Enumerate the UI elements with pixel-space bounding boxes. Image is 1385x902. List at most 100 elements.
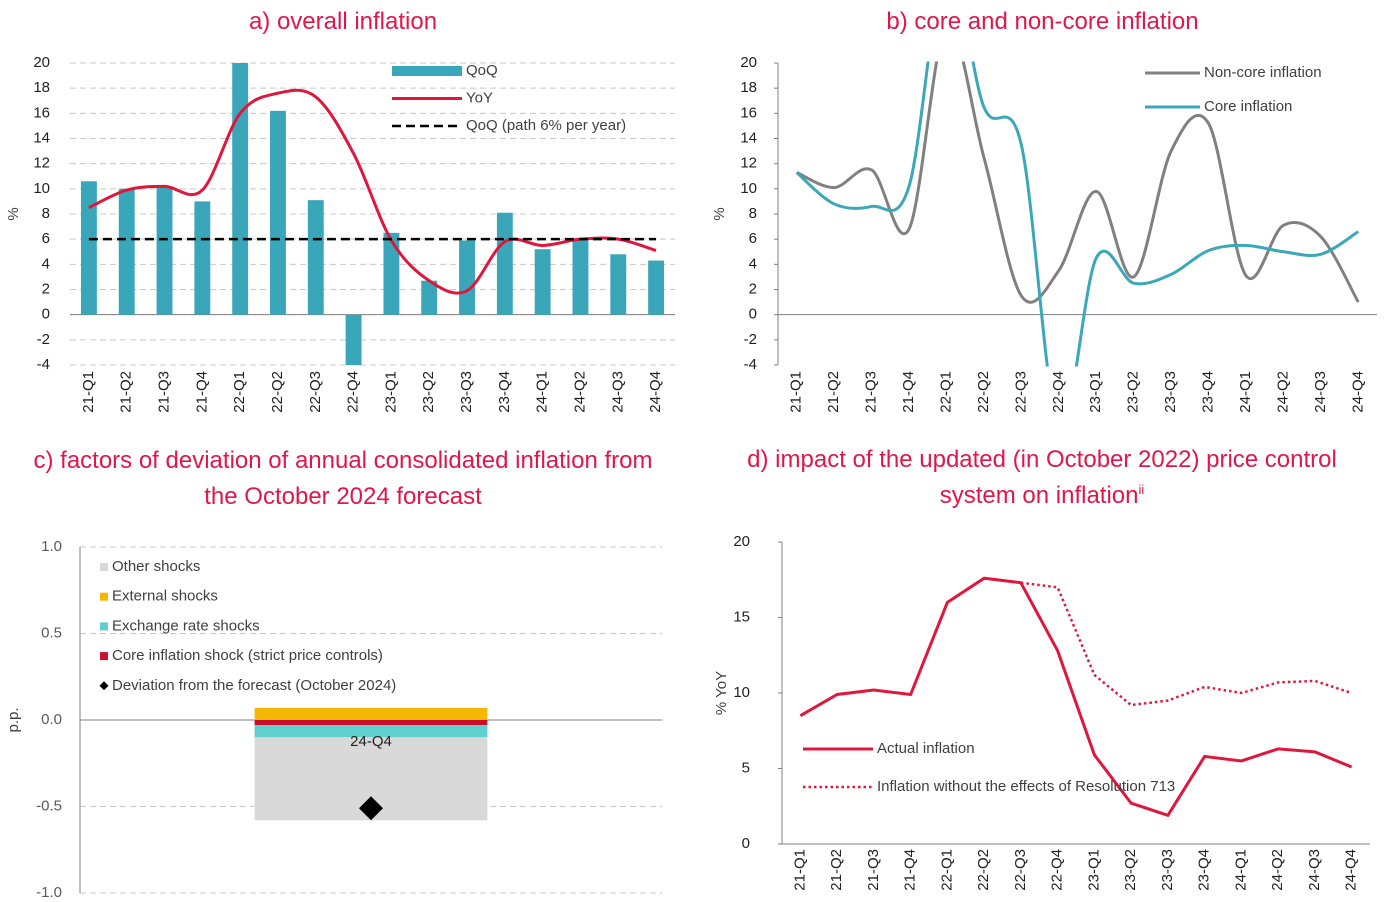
x-tick-label: 22-Q4 (1050, 371, 1067, 413)
x-tick-label: 23-Q3 (1159, 849, 1176, 891)
y-tick-label: 20 (740, 54, 757, 71)
x-tick-label: 24-Q1 (1232, 849, 1249, 891)
legend-swatch (392, 66, 462, 76)
x-tick-label: 22-Q4 (345, 371, 362, 413)
legend: Other shocks External shocks Exchange rate… (99, 558, 396, 694)
x-tick-label: 23-Q1 (1087, 371, 1104, 413)
legend: QoQ YoY QoQ (path 6% per year) (392, 62, 626, 134)
x-tick-label: 21-Q4 (900, 371, 917, 413)
x-tick-label: 24-Q2 (571, 371, 588, 413)
y-tick-label: 8 (42, 205, 50, 222)
x-tick-label: 23-Q2 (1122, 849, 1139, 891)
bar (459, 240, 475, 315)
y-tick-label: 16 (33, 104, 50, 121)
chart-title-box: d) impact of the updated (in October 202… (722, 442, 1362, 514)
x-tick-label: 24-Q4 (1349, 371, 1366, 413)
y-tick-label: 5 (742, 759, 750, 776)
x-tick-label: 24-Q2 (1274, 371, 1291, 413)
y-tick-label: 6 (42, 230, 50, 247)
x-tick-label: 24-Q2 (1269, 849, 1286, 891)
y-tick-label: 6 (749, 230, 757, 247)
x-tick-label: 21-Q4 (193, 371, 210, 413)
x-tick-label: 22-Q4 (1049, 849, 1066, 891)
x-tick-label: 22-Q3 (1012, 371, 1029, 413)
legend-label: Exchange rate shocks (112, 617, 260, 634)
legend-label: External shocks (112, 588, 218, 605)
x-tick-label: 21-Q2 (825, 371, 842, 413)
x-tick-label: 22-Q1 (937, 371, 954, 413)
y-tick-label: 2 (42, 280, 50, 297)
y-tick-label: 20 (733, 533, 750, 550)
x-tick-label: 21-Q1 (788, 371, 805, 413)
plot (80, 63, 665, 365)
legend-swatch (100, 652, 108, 661)
bar (572, 240, 589, 315)
y-tick-label: 1.0 (41, 538, 62, 555)
chart-title: d) impact of the updated (in October 202… (747, 446, 1337, 509)
bar (496, 212, 513, 315)
x-tick-label: 23-Q1 (1085, 849, 1102, 891)
legend-label: Core inflation (1204, 98, 1292, 115)
plot (795, 61, 1360, 367)
x-tick-label: 21-Q1 (791, 849, 808, 891)
y-tick-label: -4 (744, 356, 757, 373)
bar (270, 110, 286, 315)
bar (345, 314, 362, 365)
x-tick-label: 21-Q3 (865, 849, 882, 891)
y-axis-label: % (5, 207, 22, 220)
y-tick-label: 18 (33, 79, 50, 96)
y-tick-label: 2 (749, 280, 757, 297)
x-tick-label: 21-Q3 (863, 371, 880, 413)
line (799, 576, 1353, 818)
y-tick-label: 10 (740, 180, 757, 197)
x-tick-label: 24-Q3 (1312, 371, 1329, 413)
x-tick-label: 23-Q1 (382, 371, 399, 413)
title-note: ii (1138, 482, 1145, 497)
x-tick-label: 21-Q3 (156, 371, 173, 413)
x-tick-label: 21-Q4 (902, 849, 919, 891)
bar-segment (254, 720, 488, 726)
y-tick-label: -0.5 (36, 797, 62, 814)
bar (421, 280, 438, 315)
plot (799, 576, 1353, 818)
bar (232, 63, 249, 315)
x-tick-label: 24-Q3 (609, 371, 626, 413)
bar (534, 249, 551, 315)
y-tick-label: -4 (37, 356, 50, 373)
line (795, 61, 1360, 367)
legend-label: YoY (466, 89, 493, 106)
x-tick-label: 23-Q4 (1196, 849, 1213, 891)
legend-label: QoQ (path 6% per year) (466, 117, 626, 134)
x-tick-label: 22-Q2 (975, 849, 992, 891)
x-tick-label: 23-Q2 (420, 371, 437, 413)
marker (359, 796, 383, 821)
bar (118, 188, 135, 315)
legend-swatch (100, 592, 108, 601)
legend: Actual inflation Inflation without the ef… (803, 740, 1175, 795)
chart-title: b) core and non-core inflation (886, 8, 1199, 35)
line (796, 61, 1360, 304)
x-tick-label: 22-Q3 (307, 371, 324, 413)
x-tick-label: 22-Q3 (1012, 849, 1029, 891)
y-tick-label: -2 (744, 331, 757, 348)
x-tick-label: 23-Q3 (458, 371, 475, 413)
y-tick-label: 20 (33, 54, 50, 71)
x-tick-label: 24-Q1 (534, 371, 551, 413)
legend-label: Inflation without the effects of Resolut… (877, 778, 1175, 795)
y-tick-label: 0 (42, 306, 50, 323)
y-axis-label: % YoY (713, 671, 730, 715)
x-tick-label: 23-Q3 (1162, 371, 1179, 413)
y-tick-label: 0.5 (41, 624, 62, 641)
x-tick-label: 23-Q2 (1125, 371, 1142, 413)
legend-label: Actual inflation (877, 740, 975, 757)
x-tick-label: 21-Q2 (828, 849, 845, 891)
bar-segment (254, 725, 488, 738)
y-tick-label: 14 (33, 129, 50, 146)
legend-swatch (100, 563, 108, 571)
plot (254, 707, 488, 821)
chart-title: c) factors of deviation of annual consol… (33, 447, 653, 510)
y-tick-label: 0.0 (41, 711, 62, 728)
y-axis-label: p.p. (5, 707, 22, 732)
